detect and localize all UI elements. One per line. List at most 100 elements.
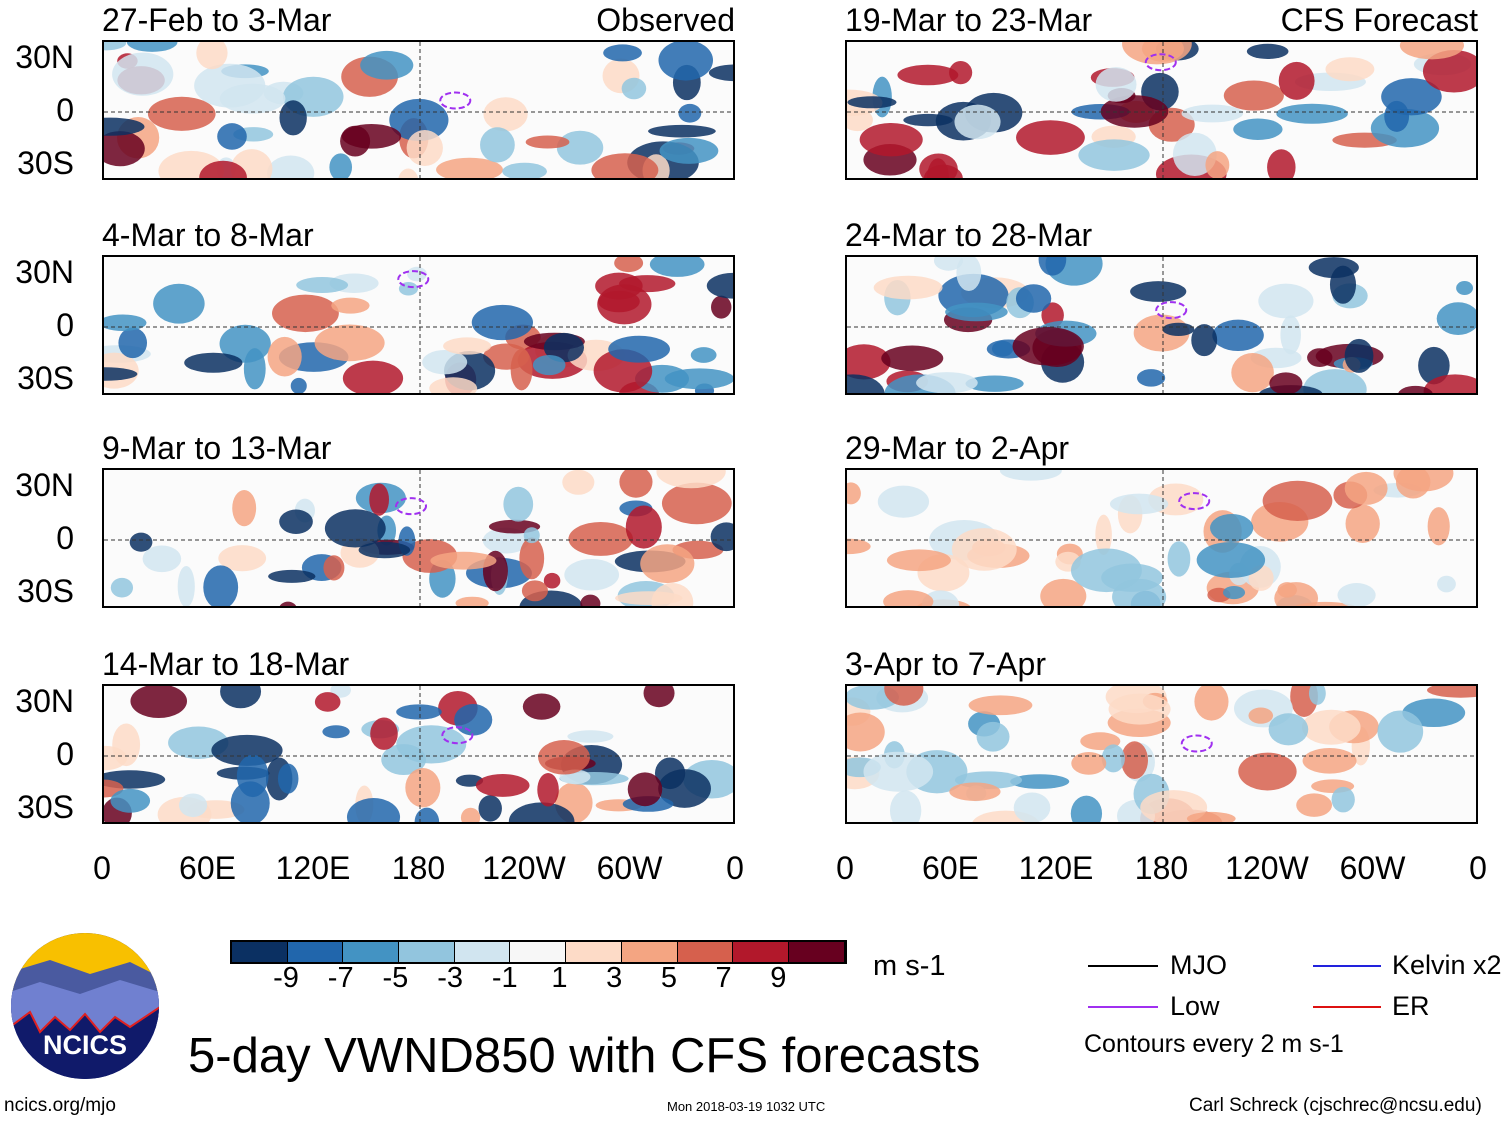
lon-tick-label: 0 — [836, 850, 854, 886]
wind-anomaly-blob — [398, 168, 419, 178]
wind-anomaly-blob — [580, 594, 601, 606]
lon-tick-label: 0 — [726, 850, 744, 886]
wind-anomaly-blob — [847, 538, 871, 555]
wind-anomaly-blob — [1101, 744, 1125, 773]
wind-anomaly-blob — [112, 52, 174, 96]
wind-anomaly-blob — [1186, 811, 1236, 822]
svg-text:NCICS: NCICS — [43, 1030, 127, 1060]
wind-anomaly-blob — [1095, 67, 1137, 102]
wind-anomaly-blob — [1231, 352, 1274, 393]
colorbar-swatch — [788, 942, 845, 962]
lon-tick-label: 60E — [922, 850, 979, 886]
wind-anomaly-blob — [847, 374, 885, 393]
wind-anomaly-blob — [1121, 741, 1148, 780]
wind-anomaly-blob — [279, 509, 313, 534]
colorbar-swatch — [510, 942, 567, 962]
wind-anomaly-blob — [1395, 470, 1431, 499]
wind-anomaly-blob — [873, 275, 943, 300]
wind-anomaly-blob — [889, 790, 922, 822]
wind-anomaly-blob — [562, 470, 595, 495]
map-panel — [845, 40, 1478, 180]
footer-url[interactable]: ncics.org/mjo — [4, 1095, 116, 1116]
wind-anomaly-blob — [643, 686, 675, 708]
wind-anomaly-blob — [129, 532, 153, 552]
wind-anomaly-blob — [455, 596, 489, 606]
legend-label-mjo: MJO — [1170, 950, 1227, 980]
wind-anomaly-blob — [232, 489, 257, 527]
wind-anomaly-blob — [508, 802, 575, 822]
figure-title: 5-day VWND850 with CFS forecasts — [188, 1029, 981, 1083]
wind-anomaly-blob — [324, 509, 386, 548]
lat-tick-label: 30S — [17, 573, 74, 609]
wind-anomaly-blob — [331, 297, 370, 314]
wind-anomaly-blob — [933, 257, 964, 271]
wind-anomaly-blob — [1268, 713, 1309, 746]
wind-anomaly-blob — [104, 42, 127, 51]
wind-anomaly-blob — [322, 725, 350, 739]
wind-anomaly-blob — [591, 153, 659, 178]
wind-anomaly-blob — [956, 257, 982, 291]
lat-tick-label: 30S — [17, 145, 74, 181]
wind-anomaly-blob — [537, 772, 559, 807]
lat-tick-label: 30S — [17, 789, 74, 825]
colorbar-label: -7 — [327, 962, 354, 994]
panel-title: 19-Mar to 23-Mar — [845, 2, 1093, 38]
wind-anomaly-blob — [1277, 582, 1297, 598]
wind-anomaly-blob — [847, 108, 873, 132]
wind-anomaly-blob — [1427, 507, 1450, 546]
wind-anomaly-blob — [608, 335, 670, 363]
wind-anomaly-blob — [1377, 710, 1424, 753]
low-contour — [1178, 492, 1211, 511]
low-contour — [1180, 734, 1213, 753]
wind-anomaly-blob — [279, 100, 307, 136]
wind-anomaly-blob — [1262, 480, 1333, 521]
wind-anomaly-blob — [614, 257, 644, 273]
wind-anomaly-blob — [220, 686, 262, 709]
wind-anomaly-blob — [1167, 541, 1191, 577]
wind-anomaly-blob — [640, 544, 695, 584]
lon-tick-label: 120W — [482, 850, 566, 886]
wind-anomaly-blob — [1422, 50, 1476, 93]
wind-anomaly-blob — [1233, 118, 1283, 140]
wind-anomaly-blob — [951, 528, 1017, 571]
wind-anomaly-blob — [999, 470, 1062, 481]
map-panel — [845, 684, 1478, 824]
wind-anomaly-blob — [194, 63, 266, 108]
panel-title: 4-Mar to 8-Mar — [102, 217, 314, 253]
colorbar-swatch — [232, 942, 288, 962]
footer-timestamp: Mon 2018-03-19 1032 UTC — [667, 1099, 826, 1114]
wind-anomaly-blob — [903, 113, 953, 127]
lon-tick-label: 180 — [1134, 850, 1189, 886]
wind-anomaly-blob — [389, 98, 449, 142]
wind-anomaly-blob — [475, 773, 530, 797]
panel-tag: Observed — [596, 2, 735, 38]
wind-anomaly-blob — [859, 122, 923, 157]
wind-anomaly-blob — [1012, 327, 1084, 366]
wind-anomaly-blob — [396, 725, 467, 764]
lon-tick-label: 120E — [275, 850, 351, 886]
wind-anomaly-blob — [482, 527, 530, 554]
low-contour — [1155, 301, 1188, 320]
wind-anomaly-blob — [690, 347, 717, 363]
wind-anomaly-blob — [460, 807, 481, 822]
low-contour — [397, 270, 430, 289]
wind-anomaly-blob — [1295, 601, 1355, 606]
wind-anomaly-blob — [1246, 43, 1289, 59]
colorbar — [230, 940, 847, 964]
wind-anomaly-blob — [1191, 324, 1218, 357]
wind-anomaly-blob — [1210, 513, 1254, 543]
wind-anomaly-blob — [1280, 315, 1301, 355]
wind-anomaly-blob — [603, 44, 642, 62]
wind-anomaly-blob — [178, 793, 208, 818]
lon-tick-label: 0 — [1469, 850, 1487, 886]
wind-anomaly-blob — [522, 693, 561, 720]
panel-title: 27-Feb to 3-Mar — [102, 2, 332, 38]
wind-anomaly-blob — [656, 470, 726, 489]
wind-anomaly-blob — [883, 590, 934, 606]
wind-anomaly-blob — [1278, 61, 1315, 100]
legend-label-low: Low — [1170, 991, 1220, 1021]
colorbar-swatch — [454, 942, 511, 962]
wind-anomaly-blob — [521, 580, 548, 602]
wind-anomaly-blob — [523, 527, 540, 544]
